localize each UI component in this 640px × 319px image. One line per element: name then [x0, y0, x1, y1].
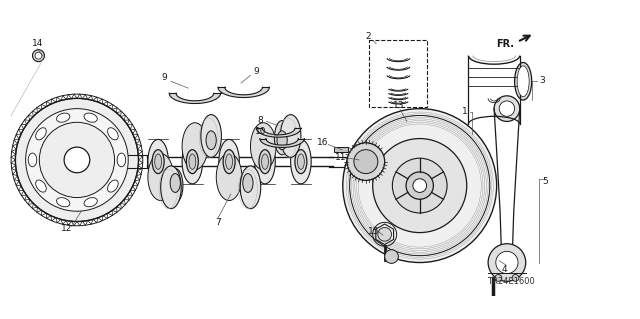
Text: 9: 9 [161, 72, 167, 82]
Text: 7: 7 [215, 218, 221, 227]
Ellipse shape [204, 121, 219, 155]
Ellipse shape [36, 128, 46, 140]
Circle shape [39, 122, 115, 197]
Circle shape [347, 143, 385, 181]
Text: TR24E1600: TR24E1600 [487, 278, 535, 286]
Text: 1: 1 [462, 107, 468, 116]
Ellipse shape [182, 139, 203, 184]
Ellipse shape [517, 66, 529, 97]
Text: FR.: FR. [496, 39, 514, 48]
Circle shape [499, 101, 515, 116]
Circle shape [495, 274, 502, 281]
Text: 8: 8 [258, 116, 264, 125]
Ellipse shape [262, 154, 268, 169]
Text: 9: 9 [253, 67, 259, 76]
Circle shape [487, 299, 499, 311]
Ellipse shape [170, 174, 180, 192]
Polygon shape [260, 138, 305, 147]
Ellipse shape [298, 154, 305, 169]
Ellipse shape [168, 168, 183, 203]
Ellipse shape [275, 121, 290, 155]
Ellipse shape [155, 154, 161, 169]
Ellipse shape [255, 139, 275, 184]
Circle shape [354, 150, 378, 174]
Ellipse shape [291, 139, 311, 184]
Circle shape [496, 251, 518, 274]
Bar [369, 40, 428, 107]
Text: 16: 16 [317, 138, 328, 147]
Circle shape [406, 172, 433, 199]
Ellipse shape [226, 154, 232, 169]
Ellipse shape [84, 198, 97, 207]
Ellipse shape [148, 139, 168, 184]
Ellipse shape [84, 113, 97, 122]
Circle shape [33, 50, 44, 62]
Ellipse shape [295, 150, 307, 174]
Text: 3: 3 [539, 76, 545, 85]
Ellipse shape [219, 139, 239, 184]
Text: 4: 4 [502, 265, 507, 274]
Circle shape [343, 109, 497, 263]
Circle shape [488, 244, 525, 281]
Polygon shape [257, 128, 301, 137]
Ellipse shape [243, 174, 253, 192]
Ellipse shape [148, 153, 173, 201]
Circle shape [64, 147, 90, 173]
Circle shape [392, 158, 447, 213]
Ellipse shape [117, 153, 125, 167]
Circle shape [494, 96, 520, 122]
Ellipse shape [108, 128, 118, 140]
Ellipse shape [28, 153, 36, 167]
Bar [334, 147, 348, 152]
Polygon shape [218, 87, 269, 98]
Ellipse shape [36, 180, 46, 192]
Ellipse shape [189, 154, 196, 169]
Ellipse shape [56, 198, 70, 207]
Ellipse shape [186, 150, 198, 174]
Circle shape [378, 227, 392, 241]
Circle shape [15, 98, 138, 221]
Ellipse shape [240, 168, 255, 203]
Text: 5: 5 [543, 177, 548, 186]
Text: 10: 10 [255, 127, 266, 136]
Ellipse shape [182, 123, 208, 170]
Circle shape [512, 274, 519, 281]
Text: 13: 13 [392, 101, 404, 110]
Text: 2: 2 [365, 32, 371, 41]
Ellipse shape [216, 153, 242, 201]
Ellipse shape [206, 131, 216, 150]
Ellipse shape [280, 115, 301, 157]
Text: 11: 11 [335, 153, 347, 162]
Ellipse shape [250, 123, 276, 170]
Circle shape [413, 179, 427, 192]
Circle shape [26, 109, 128, 211]
Ellipse shape [223, 150, 235, 174]
Text: 15: 15 [368, 227, 380, 236]
Ellipse shape [201, 115, 221, 157]
Text: 14: 14 [32, 39, 44, 48]
Ellipse shape [108, 180, 118, 192]
Circle shape [35, 52, 42, 59]
Ellipse shape [161, 166, 181, 209]
Ellipse shape [259, 150, 271, 174]
Ellipse shape [515, 63, 532, 100]
Ellipse shape [56, 113, 70, 122]
Circle shape [372, 138, 467, 233]
Polygon shape [169, 93, 221, 103]
Circle shape [385, 250, 398, 263]
Ellipse shape [152, 150, 164, 174]
Ellipse shape [277, 131, 287, 150]
Ellipse shape [240, 166, 260, 209]
Text: 12: 12 [61, 224, 72, 233]
